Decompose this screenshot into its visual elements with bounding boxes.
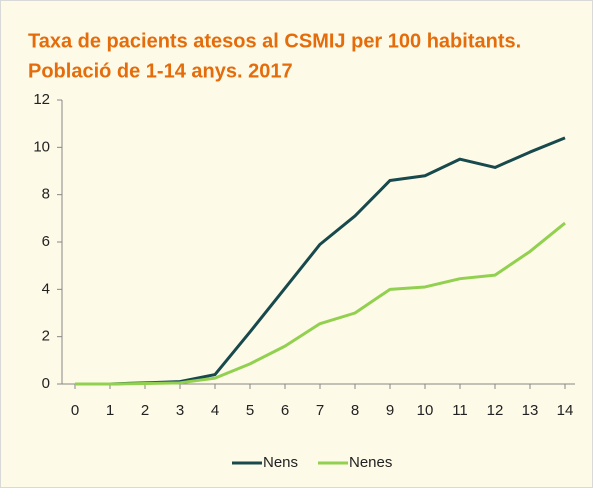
legend-label: Nenes <box>349 454 392 471</box>
x-tick-label: 4 <box>211 402 219 419</box>
x-tick-label: 9 <box>386 402 394 419</box>
x-tick-label: 12 <box>487 402 504 419</box>
line-series <box>75 221 566 386</box>
x-tick-label: 5 <box>246 402 254 419</box>
x-tick-label: 0 <box>71 402 79 419</box>
x-tick-label: 8 <box>351 402 359 419</box>
legend-label: Nens <box>263 454 298 471</box>
y-tick-label: 6 <box>42 233 50 250</box>
x-tick-label: 11 <box>452 402 468 419</box>
chart-title: Població de 1-14 anys. 2017 <box>28 60 293 82</box>
y-tick-label: 4 <box>42 280 50 297</box>
x-tick-label: 2 <box>141 402 149 419</box>
chart-title: Taxa de pacients atesos al CSMIJ per 100… <box>28 30 521 52</box>
x-tick-label: 6 <box>281 402 289 419</box>
x-tick-label: 10 <box>417 402 434 419</box>
x-tick-label: 14 <box>557 402 574 419</box>
y-tick-label: 0 <box>42 375 50 392</box>
y-tick-label: 12 <box>33 91 50 108</box>
y-tick-label: 10 <box>33 138 50 155</box>
x-tick-label: 1 <box>106 402 114 419</box>
x-tick-label: 13 <box>522 402 539 419</box>
x-tick-label: 7 <box>316 402 324 419</box>
y-tick-label: 2 <box>42 328 50 345</box>
x-tick-label: 3 <box>176 402 184 419</box>
y-tick-label: 8 <box>42 186 50 203</box>
